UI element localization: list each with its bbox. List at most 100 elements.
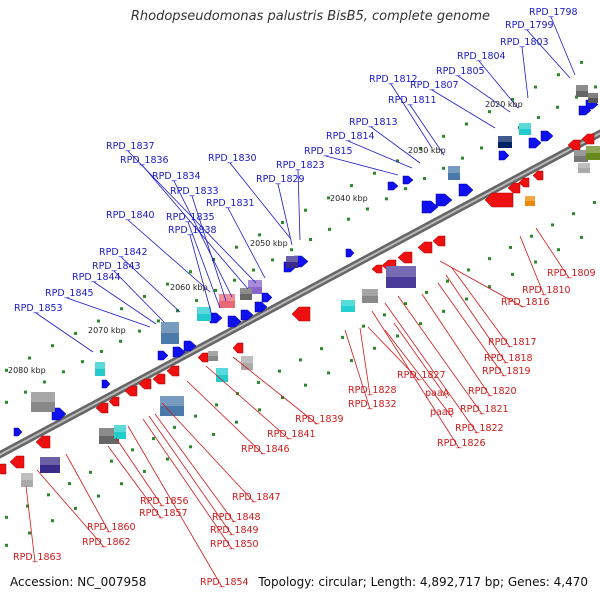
forward-gene-arrow <box>435 193 453 207</box>
feature-box <box>241 356 253 370</box>
reverse-leader <box>148 415 233 536</box>
reverse-gene-arrow <box>291 306 311 322</box>
reverse-leader <box>421 293 491 397</box>
track-dot <box>304 208 307 212</box>
track-dot <box>214 288 217 292</box>
track-dot <box>327 371 330 375</box>
reverse-gene-label: RPD_1862 <box>82 537 131 548</box>
reverse-leader <box>359 327 371 396</box>
reverse-leader <box>445 274 507 364</box>
reverse-gene-label: RPD_1832 <box>348 399 397 410</box>
forward-gene-label: RPD_1833 <box>170 186 219 197</box>
track-dot <box>152 437 155 441</box>
forward-leader <box>66 297 151 328</box>
reverse-gene-label: RPD_1863 <box>13 552 62 563</box>
track-dot <box>442 134 445 138</box>
forward-gene-label: RPD_1814 <box>326 131 375 142</box>
feature-box <box>386 266 416 288</box>
track-dot <box>419 322 422 326</box>
reverse-leader <box>154 413 235 523</box>
forward-leader <box>113 270 165 323</box>
track-dot <box>509 245 512 249</box>
forward-gene-arrow <box>540 130 554 142</box>
reverse-leader <box>384 302 478 434</box>
forward-leader <box>229 162 291 239</box>
reverse-leader <box>127 425 223 588</box>
reverse-gene-arrow <box>152 373 166 385</box>
track-dot <box>557 248 560 252</box>
forward-leader <box>277 183 293 246</box>
track-dot <box>511 97 514 101</box>
track-dot <box>488 285 491 289</box>
forward-leader <box>457 75 511 113</box>
track-dot <box>461 156 464 160</box>
genome-backbone-highlight <box>0 132 600 456</box>
forward-leader <box>127 219 211 293</box>
forward-leader <box>478 60 519 109</box>
track-dot <box>233 278 236 282</box>
track-dot <box>309 238 312 242</box>
topology-text: Topology: circular; Length: 4,892,717 bp… <box>258 575 588 589</box>
track-dot <box>290 248 293 252</box>
track-dot <box>212 432 215 436</box>
track-dot <box>235 420 238 424</box>
reverse-leader <box>397 295 483 415</box>
track-dot <box>488 257 491 261</box>
reverse-leader <box>142 418 233 550</box>
forward-gene-arrow <box>498 150 510 161</box>
track-dot <box>580 60 583 64</box>
reverse-gene-arrow <box>95 402 109 414</box>
feature-box <box>286 256 298 268</box>
reverse-gene-label: RPD_1822 <box>455 423 504 434</box>
track-dot <box>423 176 426 180</box>
reverse-leader <box>519 235 545 296</box>
reverse-gene-label: RPD_1821 <box>460 404 509 415</box>
track-dot <box>350 184 353 188</box>
track-dot <box>131 448 134 452</box>
reverse-gene-label: RPD_1827 <box>397 370 446 381</box>
tick-label: 2060 kbp <box>170 283 208 292</box>
track-dot <box>138 329 141 333</box>
reverse-gene-arrow <box>567 139 581 151</box>
forward-gene-arrow <box>402 175 414 185</box>
forward-leader <box>120 256 181 313</box>
forward-leader <box>141 164 249 290</box>
reverse-leader <box>439 260 524 308</box>
track-dot <box>74 506 77 510</box>
reverse-gene-arrow <box>581 133 595 145</box>
reverse-gene-arrow <box>197 352 209 363</box>
track-dot <box>47 493 50 497</box>
reverse-gene-label: RPD_1819 <box>482 366 531 377</box>
forward-leader <box>227 207 266 279</box>
feature-box <box>95 362 105 376</box>
track-dot <box>89 470 92 474</box>
track-dot <box>373 171 376 175</box>
track-dot <box>120 482 123 486</box>
track-dot <box>467 268 470 272</box>
forward-gene-label: RPD_1811 <box>388 95 437 106</box>
reverse-leader <box>393 322 448 399</box>
track-dot <box>278 369 281 373</box>
track-dot <box>120 307 123 311</box>
feature-box <box>362 289 378 303</box>
track-dot <box>480 146 483 150</box>
reverse-gene-label: RPD_1817 <box>488 337 537 348</box>
forward-leader <box>93 281 157 325</box>
forward-leader <box>35 312 94 353</box>
feature-box <box>219 294 235 308</box>
track-dot <box>26 504 29 508</box>
feature-box <box>216 368 228 382</box>
forward-gene-label: RPD_1830 <box>208 153 257 164</box>
track-dot <box>189 270 192 274</box>
forward-gene-arrow <box>345 248 355 258</box>
track-dot <box>556 105 559 109</box>
reverse-leader <box>384 329 453 418</box>
track-dot <box>143 469 146 473</box>
forward-gene-label: RPD_1807 <box>410 80 459 91</box>
track-dot <box>235 245 238 249</box>
reverse-gene-arrow <box>232 342 244 354</box>
track-dot <box>62 370 65 374</box>
forward-gene-arrow <box>101 379 111 389</box>
forward-gene-label: RPD_1813 <box>349 117 398 128</box>
feature-box <box>498 136 512 148</box>
